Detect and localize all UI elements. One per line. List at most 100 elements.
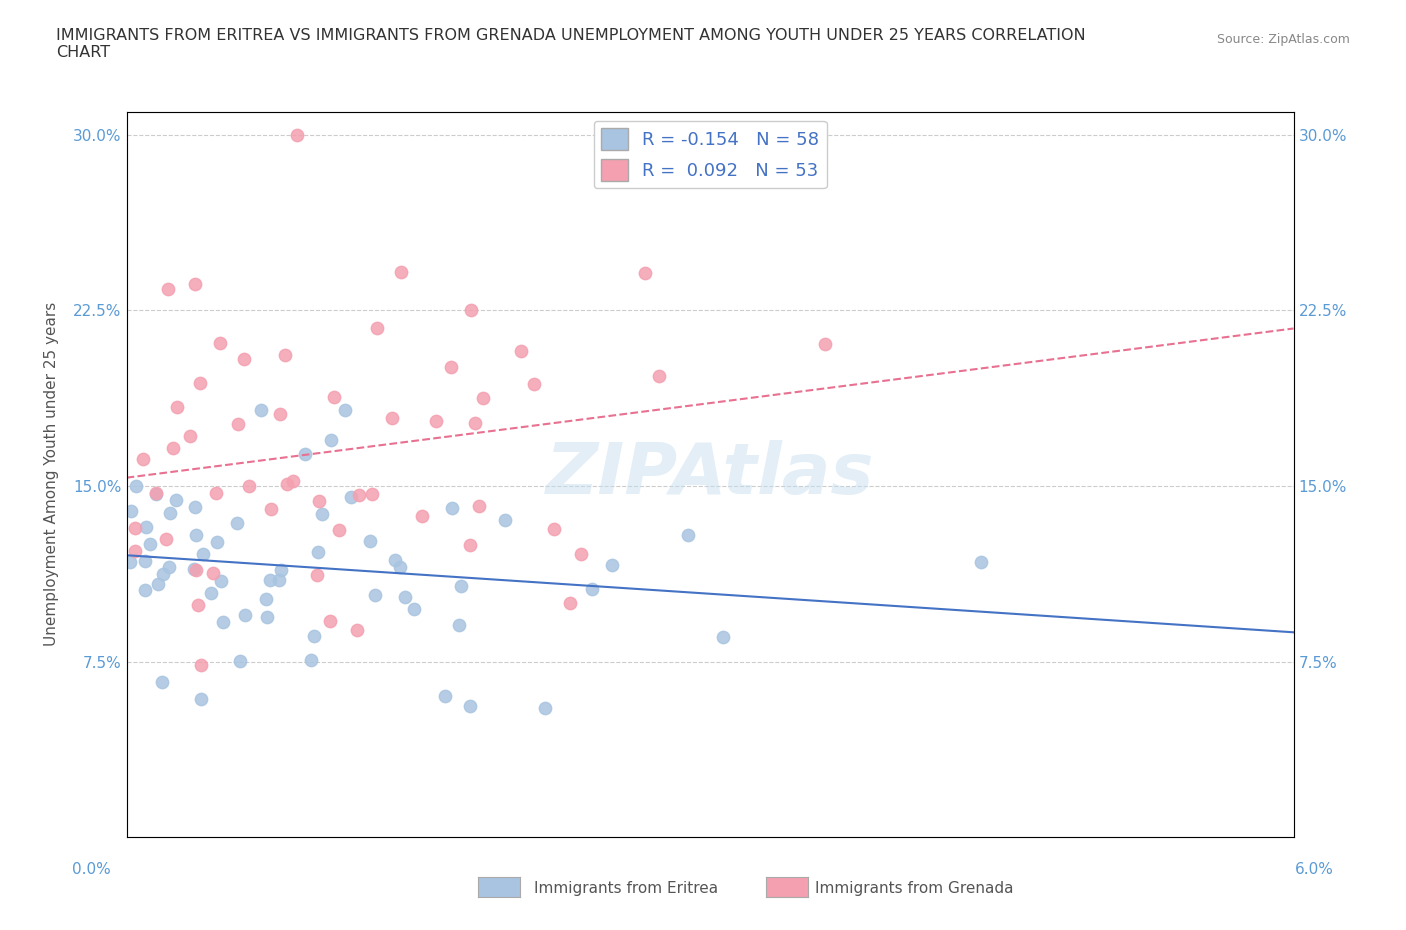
Point <box>208 335 231 350</box>
Point <box>319 614 342 629</box>
Point <box>494 512 516 527</box>
Point <box>120 554 142 569</box>
Point <box>150 675 173 690</box>
Point <box>159 559 181 574</box>
Point <box>384 552 406 567</box>
Point <box>359 534 381 549</box>
Point <box>135 520 157 535</box>
Point <box>433 688 456 703</box>
Point <box>209 574 232 589</box>
Point <box>440 360 463 375</box>
Point <box>190 692 212 707</box>
Point <box>159 506 181 521</box>
Point <box>202 565 225 580</box>
Point <box>523 377 546 392</box>
Point <box>307 545 329 560</box>
Point <box>269 407 291 422</box>
Point <box>647 368 669 383</box>
Point <box>124 544 146 559</box>
Point <box>283 473 305 488</box>
Point <box>145 485 167 500</box>
Point <box>166 400 188 415</box>
Point <box>139 537 162 551</box>
Point <box>319 433 342 448</box>
Point <box>602 558 624 573</box>
Point <box>364 588 387 603</box>
Point <box>322 390 344 405</box>
Point <box>389 265 412 280</box>
Point <box>232 352 254 366</box>
Point <box>148 577 170 591</box>
Point <box>458 698 481 713</box>
Point <box>460 302 482 317</box>
Point <box>311 506 333 521</box>
Point <box>145 487 167 502</box>
Point <box>184 277 207 292</box>
Legend: R = -0.154   N = 58, R =  0.092   N = 53: R = -0.154 N = 58, R = 0.092 N = 53 <box>593 121 827 188</box>
Point <box>191 546 214 561</box>
Point <box>260 501 283 516</box>
Point <box>366 320 388 335</box>
Point <box>187 597 209 612</box>
Text: Immigrants from Grenada: Immigrants from Grenada <box>815 881 1014 896</box>
Point <box>124 521 146 536</box>
Point <box>388 560 411 575</box>
Point <box>328 523 350 538</box>
Point <box>381 411 404 426</box>
Point <box>340 489 363 504</box>
Point <box>349 487 371 502</box>
Point <box>184 528 207 543</box>
Point <box>394 590 416 604</box>
Point <box>207 535 229 550</box>
Point <box>186 563 208 578</box>
Point <box>464 415 486 430</box>
Text: IMMIGRANTS FROM ERITREA VS IMMIGRANTS FROM GRENADA UNEMPLOYMENT AMONG YOUTH UNDE: IMMIGRANTS FROM ERITREA VS IMMIGRANTS FR… <box>56 28 1085 60</box>
Point <box>581 581 603 596</box>
Point <box>302 628 325 643</box>
Point <box>534 701 557 716</box>
Point <box>226 515 249 530</box>
Point <box>458 538 481 552</box>
Point <box>233 607 256 622</box>
Y-axis label: Unemployment Among Youth under 25 years: Unemployment Among Youth under 25 years <box>45 302 59 646</box>
Point <box>254 591 277 606</box>
Point <box>510 343 533 358</box>
Point <box>449 618 471 632</box>
Point <box>634 266 657 281</box>
Point <box>132 452 155 467</box>
Point <box>558 595 581 610</box>
Point <box>411 509 433 524</box>
Point <box>212 615 235 630</box>
Point <box>543 522 565 537</box>
Point <box>226 417 249 432</box>
Point <box>294 447 316 462</box>
Point <box>467 498 489 513</box>
Text: 0.0%: 0.0% <box>72 862 111 877</box>
Point <box>308 494 330 509</box>
Point <box>162 441 184 456</box>
Point <box>238 478 260 493</box>
Point <box>333 403 356 418</box>
Point <box>285 127 308 142</box>
Point <box>120 504 142 519</box>
Point <box>346 622 368 637</box>
Point <box>571 547 593 562</box>
Point <box>249 403 271 418</box>
Point <box>179 428 201 443</box>
Point <box>155 532 177 547</box>
Point <box>188 376 211 391</box>
Point <box>305 568 328 583</box>
Point <box>200 586 222 601</box>
Point <box>152 566 174 581</box>
Point <box>814 337 837 352</box>
Point <box>267 572 290 587</box>
Point <box>125 478 148 493</box>
Point <box>165 493 187 508</box>
Point <box>184 499 207 514</box>
Point <box>361 486 384 501</box>
Point <box>183 561 205 576</box>
Point <box>190 658 212 673</box>
Text: Immigrants from Eritrea: Immigrants from Eritrea <box>534 881 718 896</box>
Text: Source: ZipAtlas.com: Source: ZipAtlas.com <box>1216 33 1350 46</box>
Point <box>472 391 495 405</box>
